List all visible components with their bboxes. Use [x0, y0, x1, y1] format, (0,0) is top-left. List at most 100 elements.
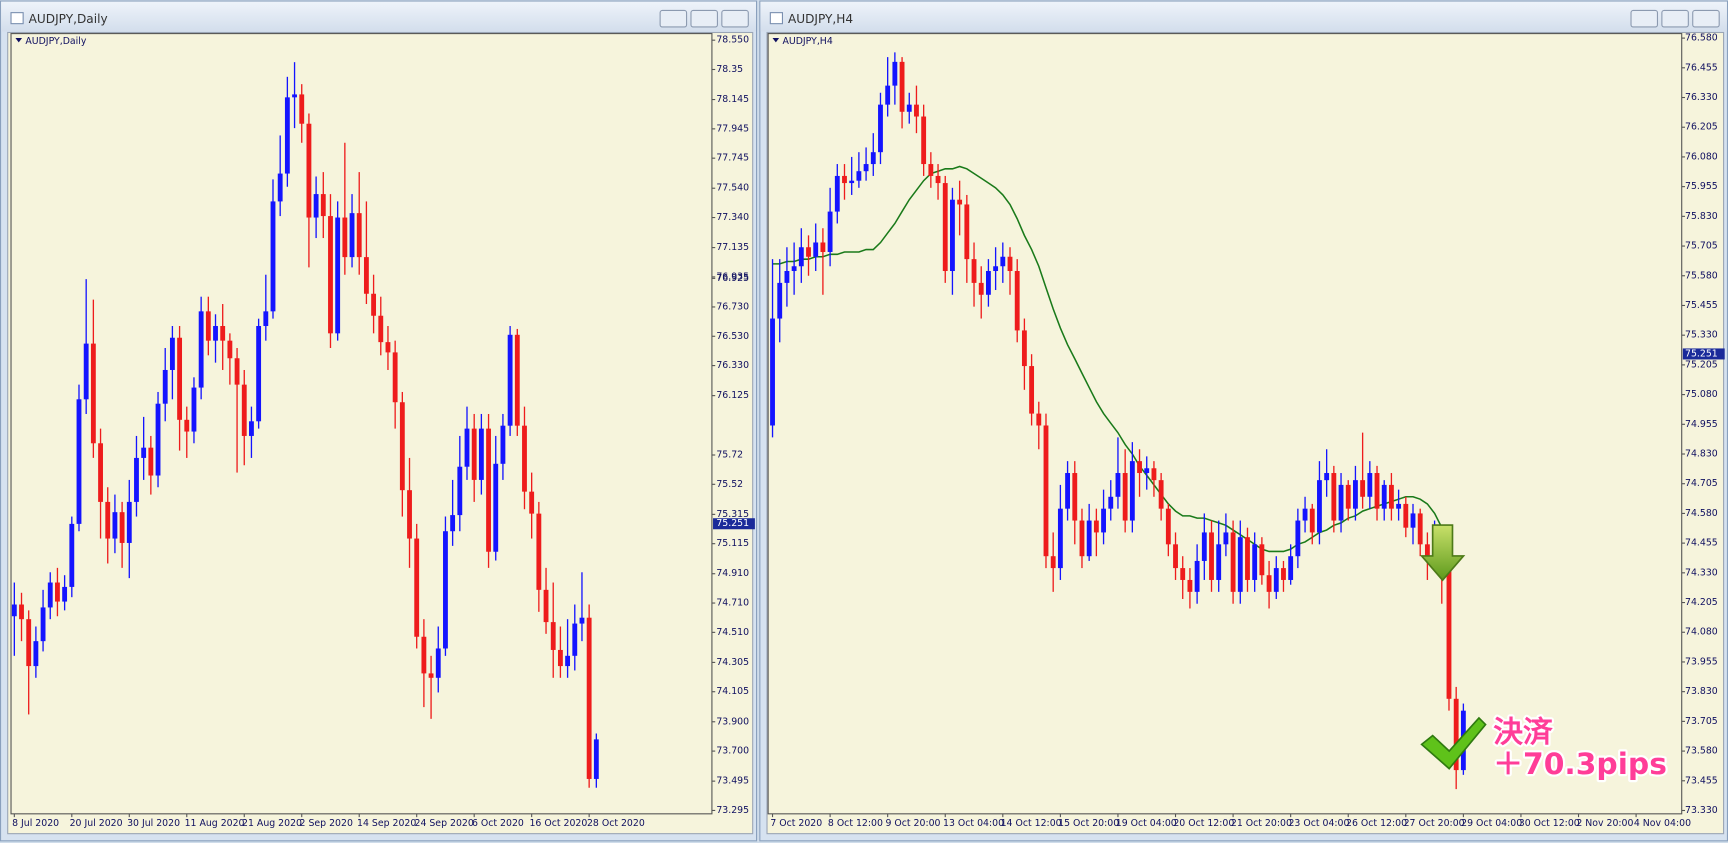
- candle-body: [522, 425, 527, 492]
- candle-body: [1281, 568, 1286, 580]
- y-tick-label: 75.115: [716, 538, 749, 549]
- candle-body: [1374, 473, 1380, 509]
- candle-body: [155, 403, 161, 476]
- candle-body: [507, 334, 513, 426]
- candle-body: [1173, 544, 1178, 569]
- candle-body: [921, 116, 927, 165]
- x-tick-label: 16 Oct 2020: [529, 818, 587, 829]
- y-tick-label: 76.330: [716, 360, 749, 371]
- candle-body: [770, 318, 775, 426]
- x-tick-label: 2 Sep 2020: [300, 818, 353, 829]
- candle-body: [234, 358, 240, 385]
- candle-body: [435, 648, 441, 678]
- y-tick-label: 76.330: [1685, 92, 1718, 103]
- candle-body: [1331, 473, 1337, 521]
- y-tick-label: 74.080: [1685, 627, 1718, 638]
- x-tick-label: 15 Oct 20:00: [1058, 818, 1119, 829]
- candle-body: [885, 85, 891, 105]
- candle-body: [813, 242, 819, 257]
- y-tick-label: 75.580: [1685, 270, 1718, 281]
- y-tick-label: 74.830: [1685, 449, 1718, 460]
- candle-body: [856, 171, 862, 181]
- candle-body: [1295, 520, 1301, 557]
- candle-body: [119, 512, 125, 543]
- candle-body: [371, 293, 377, 316]
- window-title: AUDJPY,Daily: [29, 12, 108, 26]
- candle-body: [184, 419, 190, 432]
- candle-body: [1043, 425, 1049, 557]
- y-tick-label: 74.205: [1685, 597, 1718, 608]
- candle-body: [399, 402, 405, 491]
- candle-body: [392, 352, 398, 403]
- candle-body: [1201, 532, 1207, 561]
- candle-body: [1324, 473, 1330, 481]
- x-tick-label: 7 Oct 2020: [770, 818, 822, 829]
- candle-body: [1057, 508, 1063, 569]
- current-price-label: 75.251: [1685, 348, 1718, 359]
- candle-body: [256, 326, 262, 422]
- candle-body: [928, 164, 934, 176]
- y-tick-label: 73.580: [1685, 746, 1718, 757]
- restore-button[interactable]: [1661, 9, 1689, 28]
- candle-body: [1345, 484, 1351, 509]
- candle-body: [443, 531, 448, 649]
- plot-frame: [767, 33, 1683, 815]
- candle-body: [1424, 544, 1430, 561]
- candle-body: [220, 326, 226, 341]
- close-button[interactable]: [721, 9, 749, 28]
- y-tick-label: 74.910: [716, 568, 749, 579]
- candle-body: [863, 164, 869, 172]
- candle-body: [964, 204, 970, 260]
- restore-button[interactable]: [690, 9, 718, 28]
- candle-body: [993, 266, 999, 272]
- candle-body: [493, 463, 499, 552]
- candle-body: [957, 199, 963, 205]
- candle-body: [565, 655, 571, 667]
- chart-area: [7, 31, 754, 835]
- candle-body: [306, 123, 312, 218]
- candle-body: [1079, 520, 1085, 557]
- window-icon: [10, 12, 24, 25]
- minimize-button[interactable]: [1630, 9, 1659, 28]
- y-tick-label: 77.945: [716, 123, 749, 134]
- candle-body: [978, 282, 984, 295]
- candle-body: [378, 315, 384, 343]
- candle-body: [1259, 544, 1265, 576]
- candle-body: [198, 311, 204, 388]
- candle-body: [464, 428, 470, 467]
- candle-body: [1093, 520, 1099, 533]
- candle-body: [227, 340, 233, 359]
- candle-body: [529, 491, 535, 514]
- window-h4: AUDJPY,H4 AUDJPY,H4 76.580 76.455 76.330 76.2…: [759, 0, 1728, 842]
- y-tick-label: 75.52: [716, 479, 743, 490]
- candle-body: [19, 604, 24, 620]
- close-button[interactable]: [1692, 9, 1720, 28]
- y-tick-label: 75.705: [1685, 241, 1718, 252]
- y-tick-label: 76.125: [716, 390, 749, 401]
- y-tick-label: 77.340: [716, 212, 749, 223]
- candle-body: [249, 421, 254, 436]
- candle-body: [892, 61, 898, 86]
- candle-body: [1086, 520, 1092, 557]
- candle-body: [536, 513, 542, 590]
- minimize-button[interactable]: [659, 9, 688, 28]
- y-tick-label: 78.145: [716, 94, 749, 105]
- candle-body: [169, 337, 175, 370]
- candle-body: [1000, 256, 1006, 267]
- y-tick-label: 75.205: [1685, 359, 1718, 370]
- x-tick-label: 21 Oct 20:00: [1231, 818, 1292, 829]
- candle-body: [1453, 698, 1459, 771]
- candle-body: [450, 515, 456, 532]
- candle-body: [985, 271, 991, 295]
- candle-body: [55, 582, 60, 602]
- y-tick-label: 75.315: [716, 509, 749, 520]
- x-tick-label: 27 Oct 20:00: [1404, 818, 1465, 829]
- candle-body: [849, 180, 855, 184]
- title-bar: [1, 1, 756, 32]
- y-tick-label: 74.955: [1685, 419, 1718, 430]
- y-tick-label: 78.550: [716, 35, 749, 46]
- candle-body: [1302, 508, 1308, 521]
- candle-body: [47, 582, 53, 608]
- candle-body: [586, 617, 592, 779]
